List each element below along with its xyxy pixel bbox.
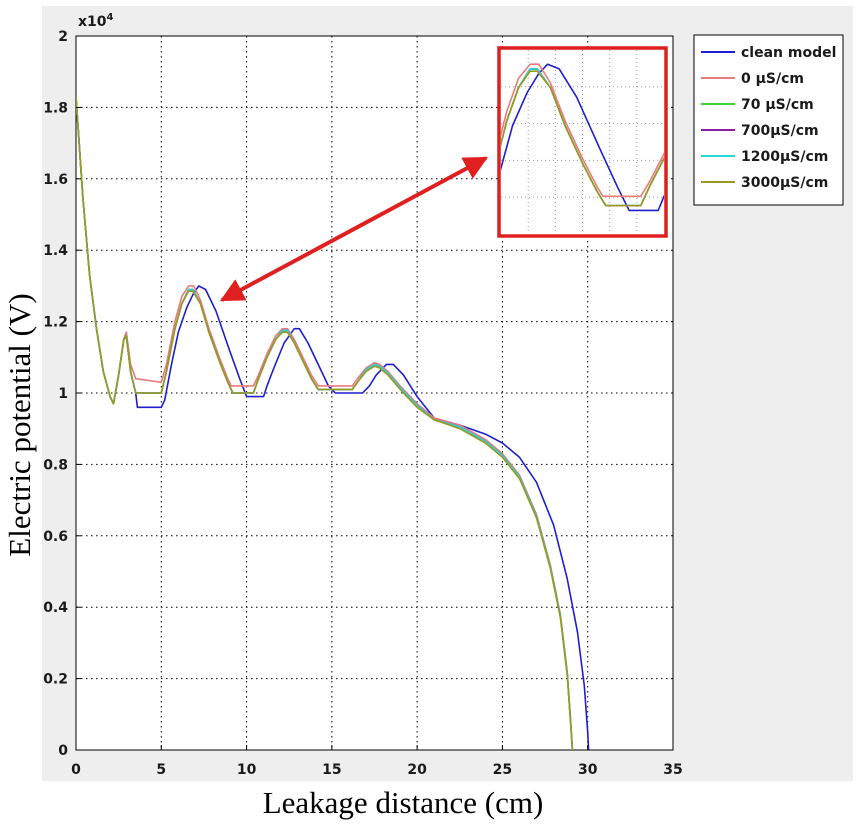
x-tick-label: 20 <box>407 762 427 778</box>
y-tick-label: 2 <box>58 29 68 45</box>
y-exponent-label: x104 <box>78 12 114 30</box>
legend-label: 3000µS/cm <box>741 175 828 191</box>
x-tick-label: 5 <box>156 762 166 778</box>
legend-label: clean model <box>741 45 836 61</box>
x-tick-label: 25 <box>493 762 512 778</box>
y-tick-label: 1.8 <box>43 100 68 116</box>
y-tick-label: 1.2 <box>43 315 68 331</box>
legend: clean model 0 µS/cm 70 µS/cm 700µS/cm 1200µS… <box>693 34 844 206</box>
x-axis-title: Leakage distance (cm) <box>263 785 544 820</box>
y-axis-title: Electric potential (V) <box>2 293 37 556</box>
x-tick-label: 35 <box>663 762 682 778</box>
y-tick-label: 0.6 <box>43 529 68 545</box>
series-line-5 <box>76 96 574 750</box>
legend-label: 0 µS/cm <box>741 71 804 87</box>
x-tick-label: 0 <box>71 762 81 778</box>
x-tick-label: 10 <box>237 762 257 778</box>
series-line-1 <box>76 96 574 750</box>
y-tick-label: 1.4 <box>43 243 68 259</box>
inset-zoom <box>497 46 668 238</box>
axis-ticks <box>75 35 674 751</box>
series-lines <box>76 96 590 750</box>
legend-label: 70 µS/cm <box>741 97 814 113</box>
tick-labels: 0 5 10 15 20 25 30 35 0 0.2 0.4 0.6 0.8 1 1.2 1.4 1.6 1.8… <box>43 29 683 778</box>
x-tick-label: 15 <box>322 762 341 778</box>
legend-label: 1200µS/cm <box>741 149 828 165</box>
y-tick-label: 0.4 <box>43 600 68 616</box>
zoom-arrow <box>219 156 489 302</box>
x-tick-label: 30 <box>578 762 598 778</box>
grid-lines <box>76 36 673 750</box>
legend-label: 700µS/cm <box>741 123 819 139</box>
legend-box <box>693 34 844 206</box>
y-tick-label: 1.6 <box>43 172 68 188</box>
y-tick-label: 1 <box>58 386 68 402</box>
inset-border <box>497 46 668 238</box>
y-tick-label: 0 <box>58 743 68 759</box>
y-tick-label: 0.8 <box>43 457 68 473</box>
y-tick-label: 0.2 <box>43 672 68 688</box>
inset-grid <box>501 50 664 234</box>
